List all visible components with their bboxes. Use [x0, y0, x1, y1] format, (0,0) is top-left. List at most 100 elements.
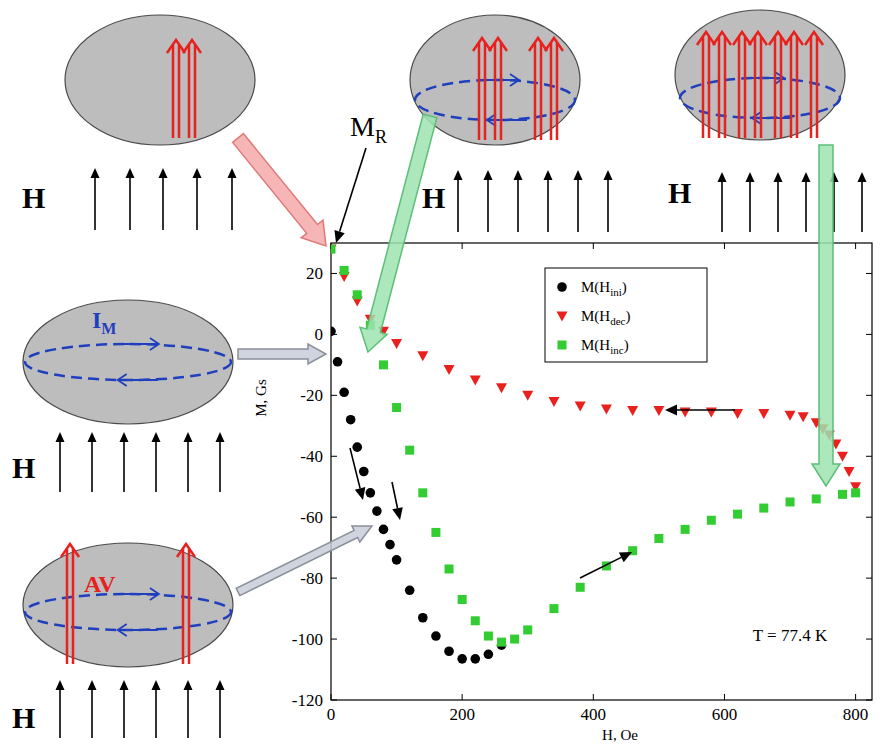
field-arrow	[152, 680, 161, 738]
data-point	[523, 625, 532, 634]
annotation: T = 77.4 K	[753, 626, 828, 645]
vortex-line	[484, 43, 487, 140]
field-arrow-head	[184, 432, 193, 442]
field-arrow	[216, 680, 225, 738]
vortex-line	[738, 37, 741, 138]
field-arrow	[152, 432, 161, 492]
vortex-line	[556, 43, 559, 140]
field-arrow-shaft	[721, 182, 723, 232]
field-arrow-head	[152, 680, 161, 690]
annotation-arrow	[334, 148, 366, 243]
field-arrow	[159, 168, 168, 230]
data-point	[680, 408, 691, 418]
data-point	[457, 654, 467, 664]
data-point	[352, 442, 362, 452]
data-point	[758, 409, 769, 419]
field-arrow	[454, 170, 463, 232]
field-arrow	[858, 172, 867, 232]
data-point	[431, 631, 441, 641]
y-tick	[866, 517, 872, 518]
field-arrow	[184, 432, 193, 492]
current-arrow	[744, 72, 784, 84]
field-arrow	[774, 172, 783, 232]
vortex-line	[494, 43, 497, 140]
field-arrow-shaft	[129, 178, 131, 230]
axes: 0200400600800-120-100-80-60-40-20020H, O…	[253, 243, 872, 743]
current-arrow	[487, 114, 527, 126]
legend-label: M(Hdec)	[581, 308, 630, 327]
field-arrow-head	[159, 168, 168, 178]
field-arrow-head	[604, 170, 613, 180]
field-arrow-shaft	[196, 178, 198, 230]
field-arrow	[126, 168, 135, 230]
data-point	[339, 387, 349, 397]
y-tick	[331, 578, 337, 579]
pointer-arrow	[236, 526, 372, 596]
x-tick	[593, 243, 594, 249]
direction-arrow	[392, 482, 403, 520]
direction-arrow	[580, 552, 632, 578]
direction-arrow-head	[619, 552, 632, 562]
direction-arrow	[665, 405, 735, 416]
y-tick-label: -80	[300, 569, 323, 588]
legend-text-rest: )	[622, 279, 627, 296]
field-arrow-head	[184, 680, 193, 690]
current-arrow	[119, 338, 159, 350]
data-point	[654, 534, 663, 543]
sample	[23, 543, 233, 667]
field-arrow-head	[574, 170, 583, 180]
field-arrow-shaft	[91, 690, 93, 738]
field-arrow-shaft	[187, 442, 189, 492]
data-point	[331, 327, 336, 337]
legend-label: M(Hini)	[581, 279, 627, 298]
y-tick-label: 0	[315, 325, 324, 344]
vortex-line	[708, 37, 711, 138]
field-arrow-shaft	[231, 178, 233, 230]
data-point	[372, 506, 382, 516]
current-loop	[25, 344, 231, 380]
vortex-head	[805, 32, 823, 45]
x-tick-label: 200	[449, 705, 475, 724]
field-arrow-shaft	[547, 180, 549, 232]
x-tick	[855, 694, 856, 700]
data-point	[601, 405, 612, 415]
field-arrow	[120, 680, 129, 738]
plot-frame	[331, 243, 872, 700]
subscript: inc	[610, 344, 624, 356]
data-point	[522, 391, 533, 401]
vortex-line	[72, 549, 75, 664]
data-point	[445, 564, 454, 573]
field-arrow-shaft	[123, 442, 125, 492]
field-arrow	[216, 432, 225, 492]
series	[331, 327, 506, 664]
series	[331, 245, 861, 493]
field-arrow-shaft	[517, 180, 519, 232]
x-tick	[331, 694, 332, 700]
field-arrow	[56, 432, 65, 492]
data-point	[844, 467, 855, 477]
field-label: H	[22, 181, 45, 214]
x-tick-label: 800	[843, 705, 869, 724]
field-arrow-head	[454, 170, 463, 180]
y-tick	[866, 456, 872, 457]
data-point	[785, 411, 796, 421]
vortex-head	[785, 32, 803, 45]
direction-arrow-head	[355, 487, 365, 500]
data-point	[496, 383, 507, 393]
data-point	[366, 488, 376, 498]
direction-arrow	[350, 448, 365, 500]
y-tick	[866, 334, 872, 335]
field-arrow-head	[216, 680, 225, 690]
data-point	[392, 555, 402, 565]
vortex-head	[183, 40, 201, 53]
field-arrow	[718, 172, 727, 232]
field-arrow-head	[56, 432, 65, 442]
current-label: IM	[92, 307, 116, 337]
field-arrow	[88, 680, 97, 738]
field-arrow-head	[718, 172, 727, 182]
data-point	[431, 528, 440, 537]
sample	[23, 300, 233, 424]
vortex-head	[713, 32, 731, 45]
vortex-line	[182, 549, 185, 664]
field-arrow	[91, 168, 100, 230]
